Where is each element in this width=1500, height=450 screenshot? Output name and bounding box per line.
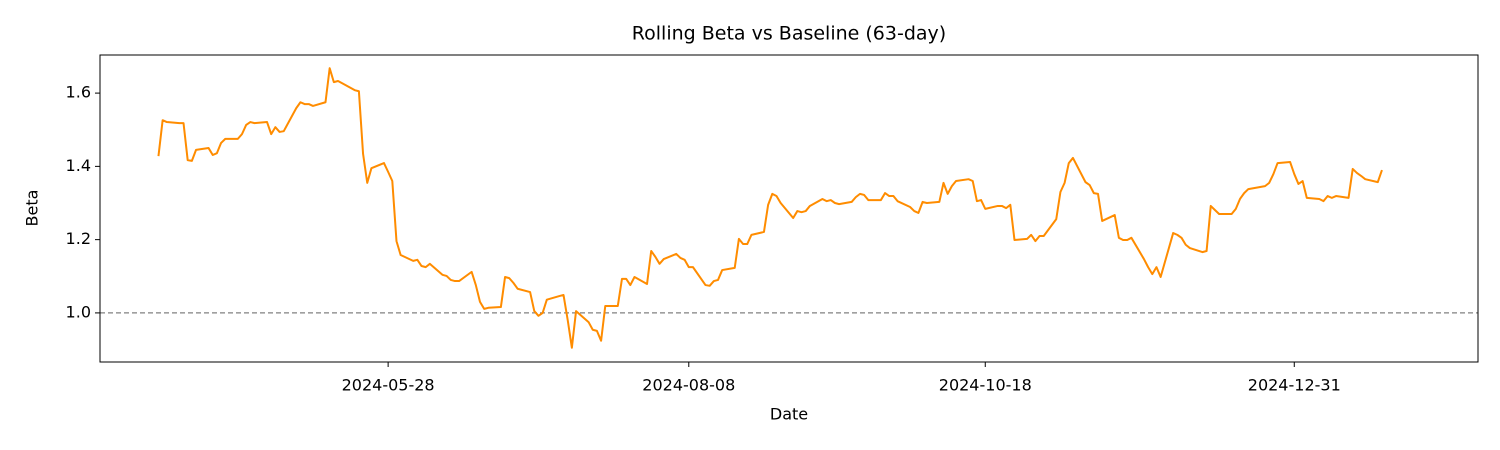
x-tick-label: 2024-10-18 (939, 376, 1032, 395)
chart-title: Rolling Beta vs Baseline (63-day) (632, 23, 946, 45)
y-tick-label: 1.4 (66, 156, 91, 175)
y-tick-label: 1.0 (66, 302, 91, 321)
x-tick-label: 2024-08-08 (642, 376, 735, 395)
data-line (157, 67, 1383, 349)
x-tick-label: 2024-12-31 (1248, 376, 1341, 395)
x-axis-label: Date (770, 405, 808, 424)
y-tick-label: 1.2 (66, 229, 91, 248)
y-tick-label: 1.6 (66, 83, 91, 102)
y-axis-label: Beta (23, 190, 42, 227)
plot-frame (99, 54, 1479, 363)
x-tick-label: 2024-05-28 (342, 376, 435, 395)
